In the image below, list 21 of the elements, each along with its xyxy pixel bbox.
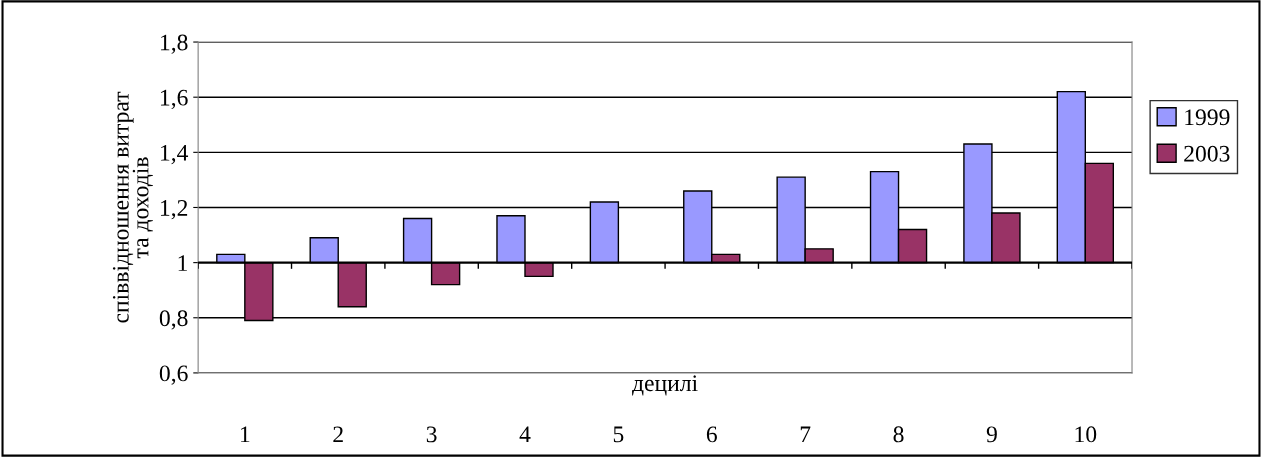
x-tick-label: 6 — [706, 426, 717, 443]
x-tick-label: 2 — [333, 426, 343, 443]
y-tick-label: 1,4 — [160, 144, 189, 165]
legend-label: 1999 — [1185, 109, 1230, 126]
x-tick-label: 5 — [613, 426, 624, 443]
x-tick-label: 10 — [1075, 426, 1097, 443]
x-tick-label: 3 — [426, 426, 437, 443]
y-tick-label: 1,6 — [160, 89, 188, 110]
x-tick-label: 7 — [800, 426, 811, 443]
y-tick-label: 0,6 — [159, 365, 188, 385]
x-tick-label: 1 — [241, 426, 250, 443]
y-axis-title: співвідношення витрат та доходів — [112, 91, 153, 323]
y-tick-label: 1 — [178, 255, 187, 271]
x-tick-label: 8 — [893, 426, 904, 443]
x-tick-label: 4 — [519, 426, 531, 443]
y-tick-label: 1,8 — [160, 34, 188, 54]
y-tick-label: 0,8 — [159, 310, 188, 330]
x-axis-title: децилі — [632, 375, 698, 396]
legend-label: 2003 — [1184, 145, 1230, 162]
y-tick-label: 1,2 — [160, 200, 188, 220]
x-tick-label: 9 — [986, 426, 997, 443]
